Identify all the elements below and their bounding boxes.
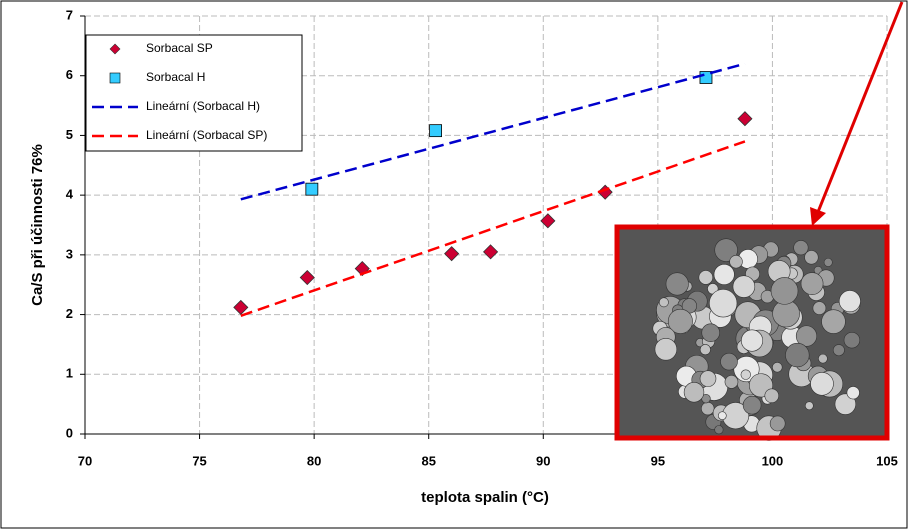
inset-texture bbox=[714, 425, 724, 435]
legend-label: Lineární (Sorbacal H) bbox=[146, 99, 260, 113]
inset-texture bbox=[740, 369, 751, 380]
inset-texture bbox=[714, 238, 738, 262]
inset-texture bbox=[742, 395, 762, 415]
point bbox=[429, 124, 442, 138]
point bbox=[299, 269, 315, 286]
point bbox=[233, 299, 249, 315]
y-tick-label: 4 bbox=[66, 187, 74, 202]
inset-texture bbox=[667, 308, 693, 334]
inset-texture bbox=[818, 353, 828, 364]
series bbox=[233, 111, 753, 315]
point bbox=[483, 244, 499, 260]
inset-texture bbox=[838, 290, 861, 313]
inset-texture bbox=[769, 415, 786, 432]
legend: Sorbacal SP Sorbacal H Lineární (Sorbacal … bbox=[85, 34, 303, 152]
point bbox=[305, 182, 319, 196]
x-axis-label: teplota spalin (°C) bbox=[421, 489, 549, 506]
inset-texture bbox=[810, 372, 834, 396]
inset-texture bbox=[701, 401, 715, 416]
inset-texture bbox=[834, 393, 857, 415]
x-tick-label: 105 bbox=[876, 453, 898, 468]
inset-texture bbox=[795, 325, 818, 347]
legend-box bbox=[85, 34, 303, 152]
point bbox=[699, 71, 713, 84]
point bbox=[540, 213, 556, 229]
inset-texture bbox=[764, 388, 780, 404]
y-tick-label: 0 bbox=[66, 425, 73, 440]
inset-texture bbox=[785, 342, 810, 368]
x-tick-label: 75 bbox=[192, 453, 206, 468]
y-tick-label: 2 bbox=[66, 306, 73, 321]
x-tick-label: 95 bbox=[651, 453, 665, 468]
x-tick-label: 100 bbox=[762, 453, 784, 468]
point bbox=[444, 246, 460, 262]
y-tick-label: 5 bbox=[66, 127, 73, 142]
inset-texture bbox=[713, 263, 735, 285]
x-tick-label: 90 bbox=[536, 453, 550, 468]
inset-texture bbox=[732, 275, 756, 298]
inset-texture bbox=[665, 272, 689, 296]
inset-texture bbox=[699, 344, 711, 356]
inset-texture bbox=[699, 370, 717, 387]
trend-line bbox=[240, 62, 746, 201]
inset-texture bbox=[740, 329, 764, 352]
inset-texture bbox=[658, 297, 669, 308]
arrow bbox=[816, 1, 904, 213]
inset-texture bbox=[654, 338, 678, 361]
y-tick-label: 3 bbox=[66, 246, 73, 261]
inset-texture bbox=[843, 331, 861, 349]
legend-swatch bbox=[109, 43, 121, 55]
legend-label: Lineární (Sorbacal SP) bbox=[146, 128, 267, 142]
inset-texture bbox=[720, 352, 738, 371]
inset-texture bbox=[733, 356, 760, 383]
y-axis-label: Ca/S při účinnosti 76% bbox=[29, 144, 46, 306]
inset-texture bbox=[812, 301, 827, 315]
inset-texture bbox=[729, 255, 743, 269]
inset-texture bbox=[804, 401, 814, 411]
point bbox=[737, 111, 753, 127]
inset-texture bbox=[823, 257, 833, 267]
y-tick-label: 6 bbox=[66, 67, 73, 82]
inset-texture bbox=[770, 277, 799, 305]
inset-texture bbox=[804, 250, 819, 265]
inset-texture bbox=[800, 272, 824, 295]
inset-texture bbox=[772, 362, 783, 373]
x-tick-label: 85 bbox=[421, 453, 435, 468]
inset-texture bbox=[793, 240, 809, 256]
legend-swatch bbox=[109, 72, 121, 84]
legend-label: Sorbacal H bbox=[146, 70, 205, 84]
x-tick-label: 80 bbox=[307, 453, 321, 468]
inset-image bbox=[614, 224, 890, 441]
inset-texture bbox=[709, 289, 738, 318]
y-tick-label: 1 bbox=[66, 366, 73, 381]
inset-texture bbox=[846, 386, 860, 400]
x-tick-label: 70 bbox=[78, 453, 92, 468]
y-tick-label: 7 bbox=[66, 7, 73, 22]
inset-texture bbox=[683, 382, 705, 403]
legend-label: Sorbacal SP bbox=[146, 41, 213, 55]
inset-texture bbox=[724, 375, 739, 389]
inset-texture bbox=[821, 309, 846, 334]
inset-texture bbox=[832, 344, 845, 357]
inset-frame bbox=[614, 224, 890, 441]
inset-texture bbox=[717, 411, 727, 420]
arrow-head bbox=[810, 207, 826, 226]
series bbox=[240, 62, 746, 201]
inset-texture bbox=[698, 270, 714, 285]
inset-texture bbox=[701, 323, 720, 342]
